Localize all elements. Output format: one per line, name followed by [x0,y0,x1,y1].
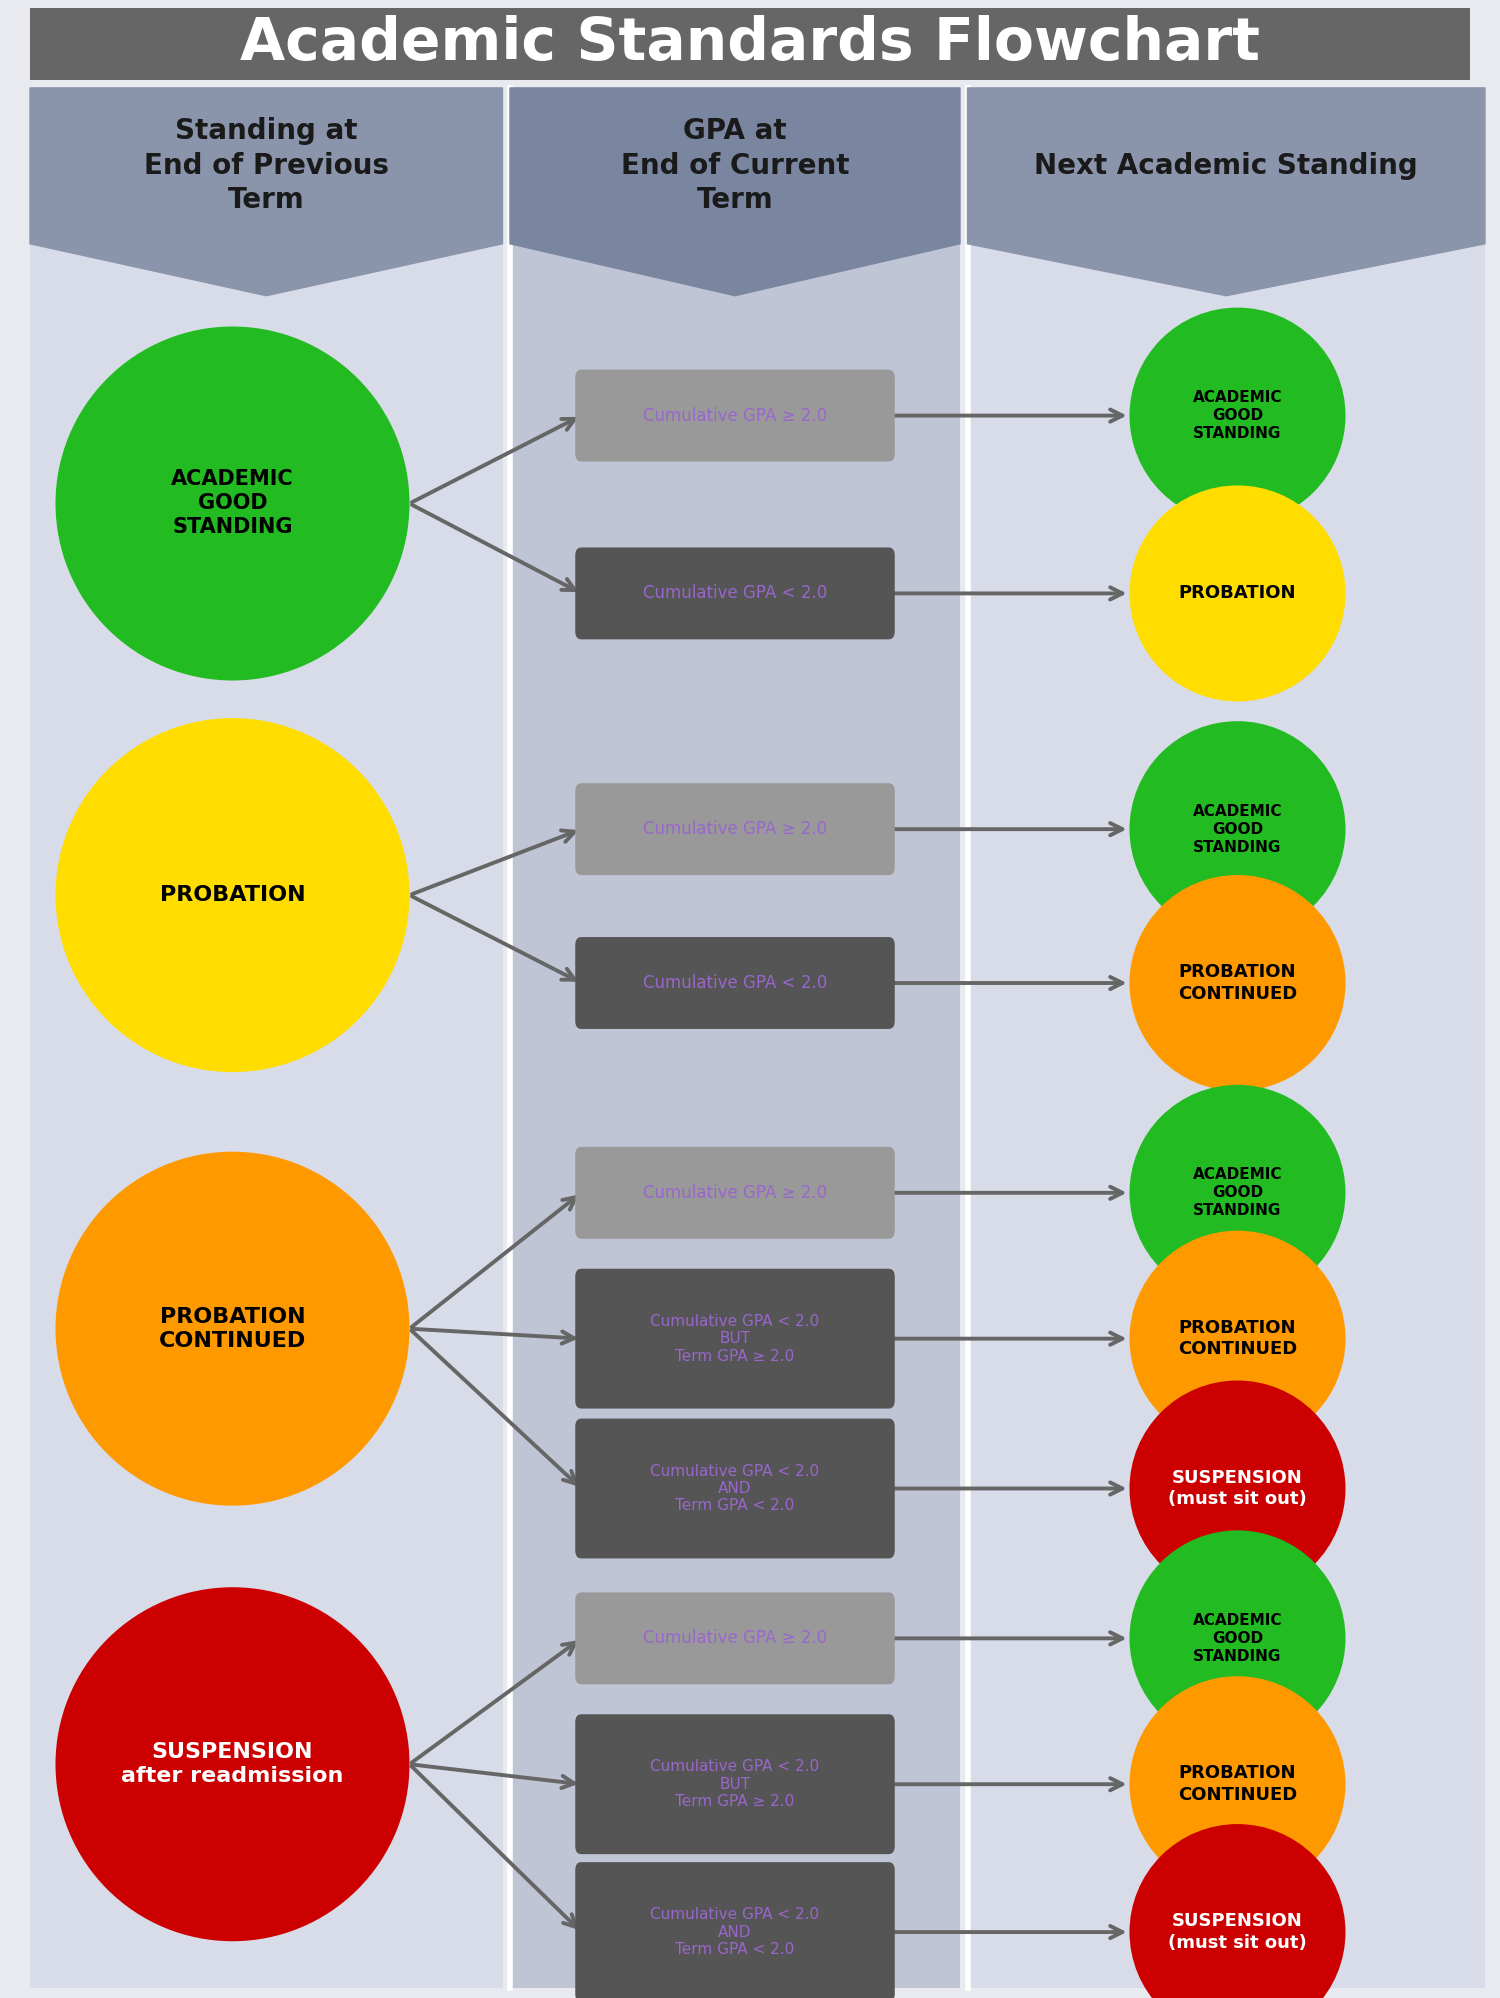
Text: Cumulative GPA < 2.0
AND
Term GPA < 2.0: Cumulative GPA < 2.0 AND Term GPA < 2.0 [651,1465,819,1512]
Text: PROBATION
CONTINUED: PROBATION CONTINUED [1178,963,1298,1003]
Ellipse shape [1130,1231,1346,1447]
Text: SUSPENSION
after readmission: SUSPENSION after readmission [122,1742,344,1786]
FancyBboxPatch shape [576,783,894,875]
Text: PROBATION: PROBATION [159,885,306,905]
Text: Academic Standards Flowchart: Academic Standards Flowchart [240,16,1260,72]
Text: Standing at
End of Previous
Term: Standing at End of Previous Term [144,118,388,214]
Text: Cumulative GPA ≥ 2.0: Cumulative GPA ≥ 2.0 [644,1183,827,1203]
Ellipse shape [1130,486,1346,701]
FancyBboxPatch shape [576,370,894,462]
Ellipse shape [56,1586,410,1942]
Bar [30,8,1470,80]
Bar [30,88,502,1988]
FancyBboxPatch shape [576,1147,894,1239]
FancyBboxPatch shape [576,1592,894,1684]
Bar [510,88,960,1988]
Text: Cumulative GPA < 2.0: Cumulative GPA < 2.0 [644,973,827,993]
Ellipse shape [56,717,410,1073]
FancyBboxPatch shape [576,1419,894,1558]
Text: Next Academic Standing: Next Academic Standing [1035,152,1418,180]
Text: SUSPENSION
(must sit out): SUSPENSION (must sit out) [1168,1469,1306,1508]
FancyBboxPatch shape [576,547,894,639]
Bar [968,88,1485,1988]
Ellipse shape [1130,1530,1346,1746]
Ellipse shape [56,1151,410,1506]
Text: PROBATION
CONTINUED: PROBATION CONTINUED [1178,1319,1298,1359]
Polygon shape [30,88,502,296]
Ellipse shape [1130,1676,1346,1892]
Ellipse shape [1130,721,1346,937]
Text: Cumulative GPA < 2.0
BUT
Term GPA ≥ 2.0: Cumulative GPA < 2.0 BUT Term GPA ≥ 2.0 [651,1315,819,1363]
Ellipse shape [1130,1824,1346,1998]
Text: Cumulative GPA ≥ 2.0: Cumulative GPA ≥ 2.0 [644,1628,827,1648]
Ellipse shape [1130,1085,1346,1301]
Text: Cumulative GPA < 2.0: Cumulative GPA < 2.0 [644,583,827,603]
FancyBboxPatch shape [576,1714,894,1854]
FancyBboxPatch shape [576,937,894,1029]
Text: PROBATION
CONTINUED: PROBATION CONTINUED [159,1307,306,1351]
Text: PROBATION: PROBATION [1179,583,1296,603]
Ellipse shape [1130,1381,1346,1596]
Text: ACADEMIC
GOOD
STANDING: ACADEMIC GOOD STANDING [1192,1167,1282,1219]
Ellipse shape [56,326,410,681]
Ellipse shape [1130,875,1346,1091]
Text: PROBATION
CONTINUED: PROBATION CONTINUED [1178,1764,1298,1804]
FancyBboxPatch shape [576,1862,894,1998]
Text: ACADEMIC
GOOD
STANDING: ACADEMIC GOOD STANDING [171,470,294,537]
Text: ACADEMIC
GOOD
STANDING: ACADEMIC GOOD STANDING [1192,1612,1282,1664]
Text: GPA at
End of Current
Term: GPA at End of Current Term [621,118,849,214]
FancyBboxPatch shape [576,1269,894,1409]
Text: SUSPENSION
(must sit out): SUSPENSION (must sit out) [1168,1912,1306,1952]
Polygon shape [968,88,1485,296]
Polygon shape [510,88,960,296]
Text: Cumulative GPA ≥ 2.0: Cumulative GPA ≥ 2.0 [644,819,827,839]
Ellipse shape [1130,308,1346,523]
Text: Cumulative GPA ≥ 2.0: Cumulative GPA ≥ 2.0 [644,406,827,426]
Text: ACADEMIC
GOOD
STANDING: ACADEMIC GOOD STANDING [1192,803,1282,855]
Text: Cumulative GPA < 2.0
AND
Term GPA < 2.0: Cumulative GPA < 2.0 AND Term GPA < 2.0 [651,1908,819,1956]
Text: ACADEMIC
GOOD
STANDING: ACADEMIC GOOD STANDING [1192,390,1282,442]
Text: Cumulative GPA < 2.0
BUT
Term GPA ≥ 2.0: Cumulative GPA < 2.0 BUT Term GPA ≥ 2.0 [651,1760,819,1808]
